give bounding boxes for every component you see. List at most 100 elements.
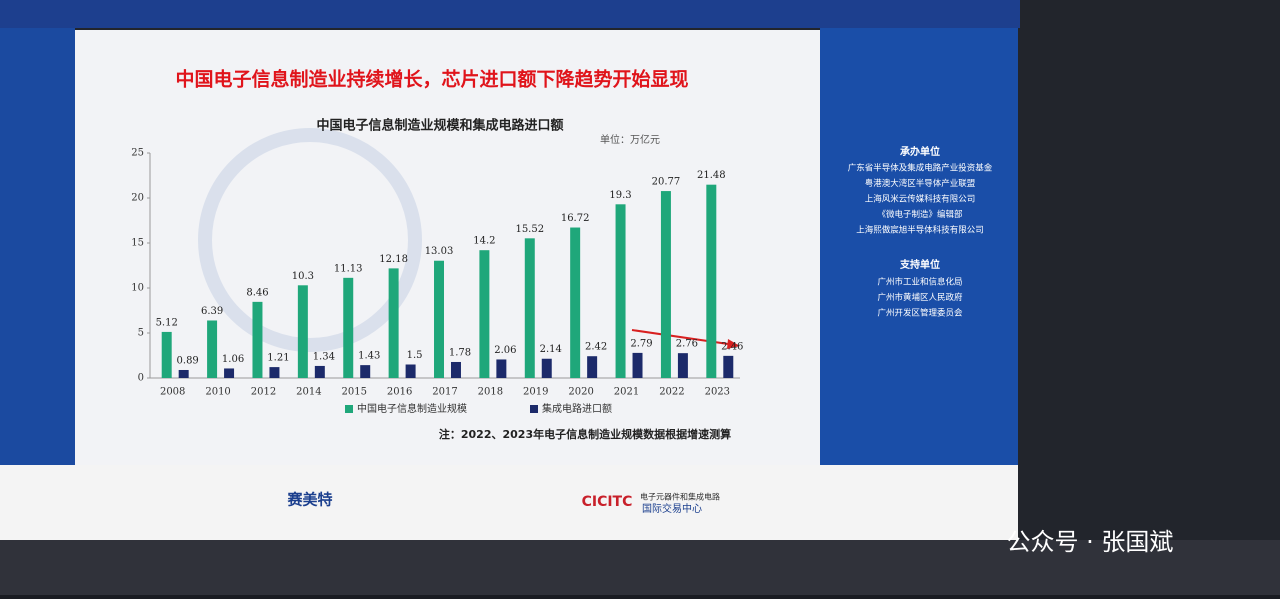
bar: [252, 301, 263, 378]
bar: [269, 367, 280, 378]
bar: [479, 250, 490, 378]
x-tick-label: 2019: [523, 387, 548, 398]
organizer: 粤港澳大湾区半导体产业联盟: [865, 178, 976, 189]
note: 注：2022、2023年电子信息制造业规模数据根据增速测算: [439, 427, 731, 441]
x-tick-label: 2015: [342, 387, 367, 398]
value-label: 13.03: [425, 246, 454, 257]
bar: [161, 331, 172, 378]
value-label: 1.5: [407, 350, 423, 361]
unit-label: 单位：万亿元: [600, 133, 660, 146]
value-label: 2.14: [540, 344, 562, 355]
supporter: 广州开发区管理委员会: [877, 308, 963, 319]
bar: [405, 364, 416, 378]
value-label: 21.48: [697, 170, 726, 181]
x-tick-label: 2008: [160, 387, 185, 398]
value-label: 20.77: [652, 177, 681, 188]
value-label: 10.3: [292, 271, 314, 282]
legend-label: 中国电子信息制造业规模: [357, 402, 467, 415]
side-panel: [820, 28, 1018, 468]
y-tick-label: 5: [138, 328, 144, 339]
value-label: 1.21: [267, 353, 289, 364]
logo: CICITC: [582, 494, 633, 510]
bar: [496, 359, 507, 378]
trend-arrow: [631, 329, 736, 346]
value-label: 6.39: [201, 306, 223, 317]
bar: [297, 285, 308, 378]
supporter: 广州市工业和信息化局: [877, 277, 962, 288]
value-label: 1.06: [222, 354, 244, 365]
value-label: 14.2: [473, 236, 495, 247]
value-label: 12.18: [379, 254, 408, 265]
chart-title: 中国电子信息制造业规模和集成电路进口额: [316, 118, 563, 134]
arrow-head: [727, 339, 740, 349]
organizer: 《微电子制造》编辑部: [877, 209, 963, 220]
logo-strip: [0, 465, 1018, 550]
bar: [541, 358, 552, 378]
watermark: 公众号 · 张国斌: [1007, 528, 1174, 556]
x-tick-label: 2017: [432, 387, 457, 398]
x-tick-label: 2022: [659, 387, 684, 398]
x-tick-label: 2023: [705, 387, 730, 398]
bar: [615, 204, 626, 378]
x-tick-label: 2012: [251, 387, 276, 398]
value-label: 1.78: [449, 347, 471, 358]
bar: [706, 184, 717, 378]
x-tick-label: 2018: [478, 387, 503, 398]
value-label: 8.46: [246, 287, 268, 298]
bar: [632, 352, 643, 378]
bar: [677, 353, 688, 378]
bar: [723, 355, 734, 378]
value-label: 2.79: [630, 338, 652, 349]
bar: [450, 361, 461, 378]
x-tick-label: 2021: [614, 387, 639, 398]
value-label: 16.72: [561, 213, 590, 224]
value-label: 19.3: [609, 190, 631, 201]
bar: [360, 365, 371, 378]
supporters-title: 支持单位: [899, 258, 940, 271]
watermark-logo: [198, 128, 422, 352]
value-label: 5.12: [156, 317, 178, 328]
bar: [660, 191, 671, 378]
left-panel: [0, 28, 75, 468]
value-label: 2.06: [494, 345, 516, 356]
x-tick-label: 2014: [296, 387, 321, 398]
value-label: 1.43: [358, 351, 380, 362]
y-tick-label: 10: [131, 283, 144, 294]
audience: [0, 540, 1280, 595]
x-tick-label: 2010: [205, 387, 230, 398]
y-tick-label: 0: [138, 373, 144, 384]
bar: [388, 268, 399, 378]
value-label: 2.42: [585, 342, 607, 353]
x-tick-label: 2016: [387, 387, 412, 398]
supporter: 广州市黄埔区人民政府: [877, 292, 963, 303]
legend-swatch: [530, 405, 538, 413]
organizer: 上海熙傲宸旭半导体科技有限公司: [856, 225, 984, 236]
logo: 赛美特: [286, 491, 332, 509]
bar: [207, 320, 218, 378]
organizers-title: 承办单位: [900, 145, 940, 158]
organizer: 广东省半导体及集成电路产业投资基金: [848, 163, 993, 174]
value-label: 11.13: [334, 263, 363, 274]
bar: [224, 368, 235, 378]
organizer: 上海风米云传媒科技有限公司: [865, 194, 976, 205]
y-tick-label: 20: [131, 193, 144, 204]
headline: 中国电子信息制造业持续增长，芯片进口额下降趋势开始显现: [175, 68, 688, 91]
y-tick-label: 15: [131, 238, 144, 249]
top-screen: [0, 0, 1020, 28]
y-tick-label: 25: [131, 148, 144, 159]
bar: [434, 260, 445, 378]
logo: 电子元器件和集成电路: [640, 492, 720, 502]
bar: [587, 356, 598, 378]
value-label: 2.46: [721, 341, 743, 352]
value-label: 0.89: [177, 355, 199, 366]
logo: 国际交易中心: [642, 502, 702, 515]
bar: [343, 277, 354, 378]
value-label: 2.76: [676, 339, 698, 350]
value-label: 1.34: [313, 351, 335, 362]
x-tick-label: 2020: [568, 387, 593, 398]
value-label: 15.52: [515, 224, 544, 235]
bar: [314, 365, 325, 378]
legend-label: 集成电路进口额: [542, 402, 612, 415]
